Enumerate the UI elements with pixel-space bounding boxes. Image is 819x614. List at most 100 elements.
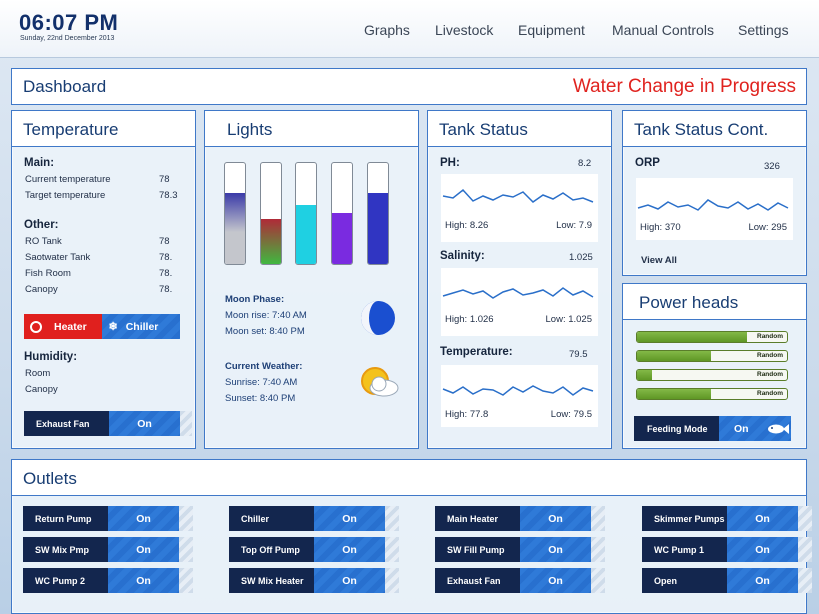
other-value-0: 78 [159,236,170,247]
heater-button[interactable]: Heater [24,314,102,339]
outlet-state: On [520,506,591,531]
outlet-toggle[interactable]: Top Off Pump On [229,537,399,562]
outlet-toggle[interactable]: Main Heater On [435,506,605,531]
toggle-tail [180,411,192,436]
other-label-3: Canopy [25,284,58,295]
light-channel-5[interactable] [367,162,389,265]
powerhead-mode: Random [757,352,783,359]
toggle-tail [385,506,399,531]
outlet-state: On [108,506,179,531]
feeding-mode-toggle[interactable]: Feeding Mode On [634,416,791,441]
powerhead-1-fill [637,332,747,342]
nav-equipment[interactable]: Equipment [518,22,585,38]
temperature-low: Low: 79.5 [550,409,592,420]
outlet-toggle[interactable]: SW Fill Pump On [435,537,605,562]
powerhead-2-fill [637,351,711,361]
toggle-tail [179,506,193,531]
salinity-high: High: 1.026 [445,314,494,325]
outlet-toggle[interactable]: Open On [642,568,812,593]
light-channel-5-fill [368,193,388,264]
light-channel-1[interactable] [224,162,246,265]
outlet-toggle[interactable]: Chiller On [229,506,399,531]
outlet-state: On [314,568,385,593]
other-label-0: RO Tank [25,236,62,247]
view-all-link[interactable]: View All [641,255,677,266]
powerhead-4-fill [637,389,711,399]
outlet-name: WC Pump 2 [23,568,108,593]
outlet-state: On [108,568,179,593]
outlet-toggle[interactable]: Return Pump On [23,506,193,531]
orp-label: ORP [635,157,660,169]
ph-sparkline [442,188,594,203]
humidity-room: Room [25,368,51,379]
light-channel-2-fill [261,218,281,264]
heater-icon [30,320,42,333]
toggle-tail [591,537,605,562]
powerhead-mode: Random [757,371,783,378]
weather-label: Current Weather: [225,361,303,372]
humidity-canopy: Canopy [25,384,58,395]
toggle-tail [591,506,605,531]
outlet-name: Skimmer Pumps [642,506,727,531]
temperature-high: High: 77.8 [445,409,489,420]
outlet-name: Return Pump [23,506,108,531]
toggle-tail [591,568,605,593]
nav-graphs[interactable]: Graphs [364,22,410,38]
partly-cloudy-icon [361,367,399,397]
current-temp-label: Current temperature [25,174,111,185]
ph-value: 8.2 [578,158,592,169]
heater-chiller-toggle: Heater ❄ Chiller [24,314,180,339]
nav-settings[interactable]: Settings [738,22,789,38]
chiller-button[interactable]: ❄ Chiller [101,314,180,339]
temperature-value: 79.5 [569,349,588,360]
panel-title: Tank Status [439,120,528,139]
outlet-toggle[interactable]: WC Pump 2 On [23,568,193,593]
light-channel-3[interactable] [295,162,317,265]
toggle-state-label: On [734,422,749,435]
powerhead-3-fill [637,370,652,380]
outlet-toggle[interactable]: SW Mix Heater On [229,568,399,593]
panel-title: Temperature [23,120,119,139]
outlet-toggle[interactable]: Exhaust Fan On [435,568,605,593]
lights-panel: Lights Moon Phase: Moon rise: 7:40 AM Mo… [204,110,419,449]
toggle-tail [179,568,193,593]
panel-header: Outlets [12,460,806,496]
nav-livestock[interactable]: Livestock [435,22,494,38]
panel-header: Tank Status [428,111,611,147]
toggle-tail [798,506,812,531]
salinity-low: Low: 1.025 [545,314,592,325]
salinity-label: Salinity: [440,250,485,262]
outlet-toggle[interactable]: WC Pump 1 On [642,537,812,562]
orp-chart: High: 370 Low: 295 [636,178,793,240]
date: Sunday, 22nd December 2013 [20,35,115,42]
outlet-state: On [314,537,385,562]
powerhead-1[interactable]: Random [636,331,788,343]
orp-sparkline [637,199,789,211]
outlet-state: On [727,568,798,593]
light-channel-2[interactable] [260,162,282,265]
powerhead-2[interactable]: Random [636,350,788,362]
powerhead-3[interactable]: Random [636,369,788,381]
exhaust-fan-toggle[interactable]: Exhaust Fan On [24,411,192,436]
outlet-name: SW Mix Pmp [23,537,108,562]
outlet-name: Main Heater [435,506,520,531]
toggle-tail [798,568,812,593]
powerhead-4[interactable]: Random [636,388,788,400]
dashboard-bar: Dashboard Water Change in Progress [11,68,807,105]
sunrise: Sunrise: 7:40 AM [225,377,298,388]
salinity-chart: High: 1.026 Low: 1.025 [441,268,598,336]
toggle-tail [385,568,399,593]
other-label: Other: [24,219,59,231]
panel-title: Lights [227,120,273,139]
outlet-toggle[interactable]: SW Mix Pmp On [23,537,193,562]
powerhead-mode: Random [757,333,783,340]
outlet-toggle[interactable]: Skimmer Pumps On [642,506,812,531]
temperature-panel: Temperature Main: Current temperature 78… [11,110,196,449]
nav-manual-controls[interactable]: Manual Controls [612,22,714,38]
light-channel-4[interactable] [331,162,353,265]
outlet-state: On [520,537,591,562]
toggle-tail [385,537,399,562]
outlet-name: Open [642,568,727,593]
power-heads-panel: Power heads Random Random Random Random … [622,283,807,449]
orp-value: 326 [764,161,780,172]
